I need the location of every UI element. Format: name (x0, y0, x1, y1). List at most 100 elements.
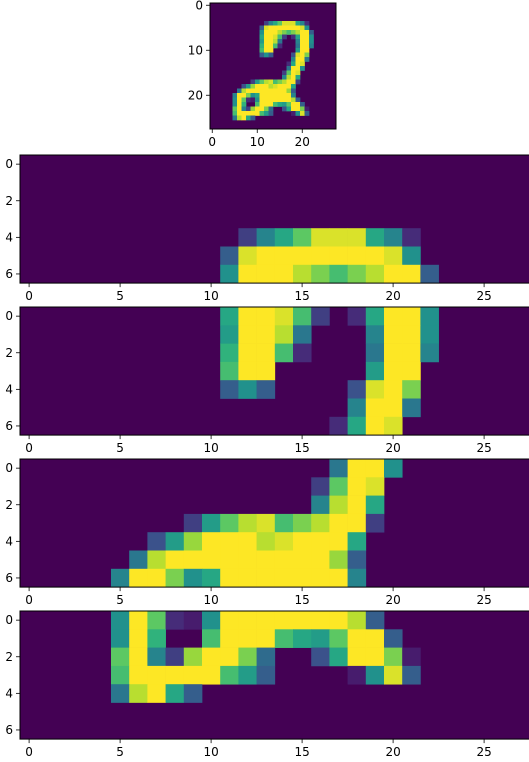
heatmap-cell (220, 246, 239, 266)
heatmap-cell (259, 93, 265, 98)
heatmap-cell (347, 550, 367, 570)
x-tick-label: 15 (294, 745, 309, 759)
heatmap-cell (274, 228, 294, 247)
axes-frame (19, 458, 529, 588)
heatmap-cell (300, 111, 305, 116)
heatmap-cell (295, 66, 301, 71)
heatmap-cell (268, 79, 274, 85)
heatmap-cell (365, 398, 385, 418)
heatmap-cell (202, 647, 221, 667)
y-tick-label: 0 (5, 309, 13, 323)
heatmap-cell (237, 93, 242, 98)
y-tick-label: 6 (5, 267, 13, 281)
heatmap-cell (277, 102, 283, 107)
heatmap-cell (238, 380, 257, 399)
heatmap-cell (147, 611, 166, 630)
x-tick-label: 15 (294, 289, 309, 303)
heatmap-cell (304, 106, 310, 112)
heatmap-cell (256, 380, 276, 399)
x-tick-label: 15 (294, 593, 309, 607)
x-tick-label: 5 (116, 745, 124, 759)
x-tick-label: 25 (476, 441, 491, 455)
heatmap-cell (259, 84, 265, 89)
heatmap-cell (220, 568, 239, 588)
x-tick-label: 0 (208, 135, 216, 149)
x-tick-label: 0 (25, 593, 33, 607)
heatmap-cell (274, 307, 294, 326)
heatmap-cell (293, 325, 312, 344)
heatmap-cell (220, 264, 239, 284)
heatmap-cell (264, 102, 269, 107)
heatmap-cell (259, 30, 265, 35)
heatmap-cell (268, 52, 274, 58)
x-tick-label: 10 (203, 289, 218, 303)
heatmap-cell (420, 307, 439, 326)
heatmap-cell (264, 88, 269, 94)
x-tick-label: 10 (203, 593, 218, 607)
heatmap-cell (384, 665, 403, 685)
heatmap-cell (273, 79, 278, 85)
heatmap-cell (183, 513, 203, 533)
heatmap-panel-4: 0 5 10 15 20 25 0 2 4 6 (5, 610, 529, 759)
heatmap-cell (241, 102, 247, 107)
heatmap-cell (273, 102, 278, 107)
heatmap-cell (311, 307, 330, 326)
heatmap-cell (268, 21, 274, 26)
heatmap-cell (264, 93, 269, 98)
heatmap-cell (202, 532, 221, 551)
heatmap-cell (147, 684, 166, 703)
heatmap-cell (238, 228, 257, 247)
heatmap-cell (111, 665, 130, 685)
heatmap-cell (256, 532, 276, 551)
heatmap-cell (282, 34, 287, 40)
heatmap-cell (238, 647, 257, 667)
heatmap-cell (365, 361, 385, 381)
heatmap-cell (129, 647, 148, 667)
heatmap-cell (232, 102, 238, 107)
heatmap-cell (232, 97, 238, 103)
heatmap-cell (165, 665, 185, 685)
heatmap-cell (238, 307, 257, 326)
heatmap-cell (291, 52, 296, 58)
heatmap-cell (147, 568, 166, 588)
y-tick-label: 0 (5, 613, 13, 627)
heatmap-cell (111, 629, 130, 648)
heatmap-cell (291, 57, 296, 62)
heatmap-cell (147, 532, 166, 551)
axes-frame (19, 610, 529, 740)
heatmap-cell (264, 97, 269, 103)
heatmap-cell (273, 84, 278, 89)
heatmap-cell (309, 39, 314, 44)
heatmap-cell (268, 34, 274, 40)
heatmap-cell (311, 228, 330, 247)
heatmap-cell (220, 361, 239, 381)
heatmap-cell (295, 39, 301, 44)
heatmap-cell (365, 665, 385, 685)
heatmap-cell (246, 93, 251, 98)
heatmap-panel-2: 0 5 10 15 20 25 0 2 4 6 (5, 306, 529, 455)
heatmap-cell (238, 611, 257, 630)
heatmap-cell (246, 106, 251, 112)
heatmap-cell (365, 416, 385, 436)
heatmap-cell (293, 513, 312, 533)
heatmap-cell (329, 477, 348, 496)
heatmap-cell (420, 325, 439, 344)
heatmap-cell (300, 43, 305, 49)
heatmap-cell (202, 513, 221, 533)
heatmap-cell (384, 325, 403, 344)
heatmap-cell (202, 611, 221, 630)
heatmap-cell (259, 25, 265, 31)
heatmap-cell (311, 495, 330, 515)
heatmap-cell (304, 25, 310, 31)
heatmap-cell (255, 97, 260, 103)
heatmap-cell (300, 21, 305, 26)
heatmap-cell (311, 647, 330, 667)
heatmap-cell (129, 665, 148, 685)
x-tick-label: 0 (25, 289, 33, 303)
heatmap-cell (282, 88, 287, 94)
heatmap-cell (238, 629, 257, 648)
heatmap-cell (256, 550, 276, 570)
heatmap-cell (295, 102, 301, 107)
heatmap-cell (277, 93, 283, 98)
heatmap-cell (282, 79, 287, 85)
